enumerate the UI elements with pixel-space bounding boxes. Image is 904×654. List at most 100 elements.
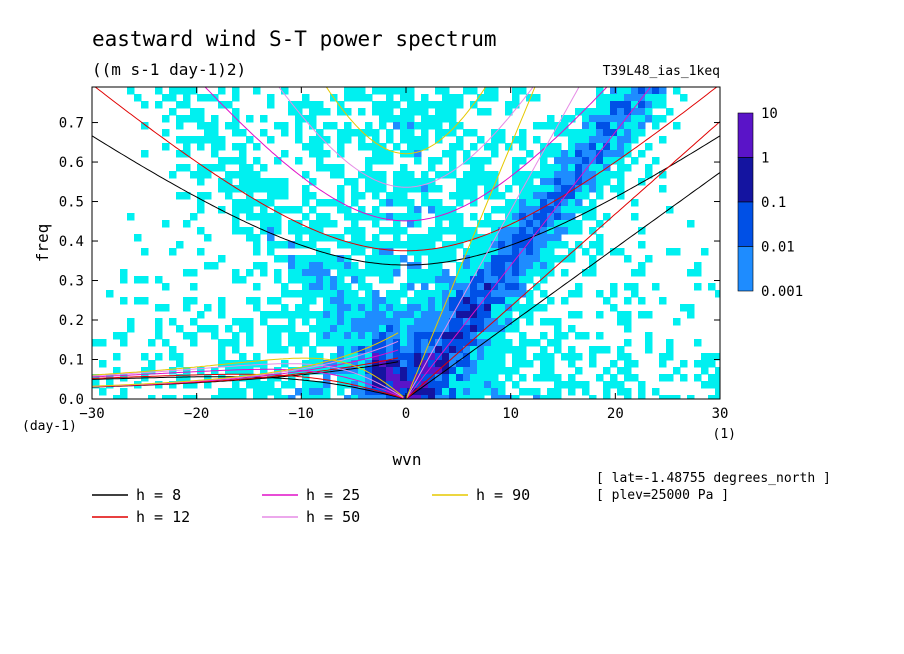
heat-cell [449, 290, 457, 298]
rossby-curve [92, 357, 404, 398]
heat-cell [470, 171, 478, 179]
heat-cell [575, 206, 583, 214]
heat-cell [358, 381, 366, 389]
heat-cell [442, 241, 450, 249]
heat-cell [400, 199, 408, 207]
heat-cell [568, 220, 576, 228]
heat-cell [337, 234, 345, 242]
heat-cell [260, 164, 268, 172]
heat-cell [358, 143, 366, 151]
heat-cell [554, 227, 562, 235]
heat-cell [610, 101, 618, 109]
heat-cell [484, 297, 492, 305]
heat-cell [589, 353, 597, 361]
heat-cell [533, 241, 541, 249]
heat-cell [617, 367, 625, 375]
heat-cell [512, 325, 520, 333]
heat-cell [554, 213, 562, 221]
heat-cell [253, 185, 261, 193]
heat-cell [533, 122, 541, 130]
heat-cell [379, 108, 387, 116]
heat-cell [190, 332, 198, 340]
heat-cell [169, 353, 177, 361]
heat-cell [393, 360, 401, 368]
heat-cell [491, 234, 499, 242]
x-tick-label: 30 [712, 406, 729, 422]
heat-cell [358, 374, 366, 382]
heat-cell [449, 318, 457, 326]
heat-cell [428, 325, 436, 333]
heat-cell [575, 108, 583, 116]
heat-cell [302, 318, 310, 326]
heat-cell [316, 108, 324, 116]
heat-cell [477, 94, 485, 102]
heat-cell [498, 248, 506, 256]
heat-cell [400, 164, 408, 172]
colorbar-label: 0.01 [761, 240, 795, 256]
heat-cell [358, 136, 366, 144]
heat-cell [568, 374, 576, 382]
heat-cell [554, 220, 562, 228]
heat-cell [232, 108, 240, 116]
heat-cell [386, 395, 394, 399]
heat-cell [484, 185, 492, 193]
heat-cell [561, 199, 569, 207]
heat-cell [281, 150, 289, 158]
heat-cell [316, 136, 324, 144]
heat-cell [414, 304, 422, 312]
heat-cell [190, 136, 198, 144]
heat-cell [470, 388, 478, 396]
heat-cell [351, 178, 359, 186]
heat-cell [323, 290, 331, 298]
heat-cell [330, 318, 338, 326]
heat-cell [428, 304, 436, 312]
heat-cell [316, 199, 324, 207]
heat-cell [456, 276, 464, 284]
heat-cell [554, 318, 562, 326]
heat-cell [260, 262, 268, 270]
heat-cell [540, 192, 548, 200]
heat-cell [379, 227, 387, 235]
heat-cell [428, 297, 436, 305]
heat-cell [554, 171, 562, 179]
heat-cell [603, 367, 611, 375]
heat-cell [358, 395, 366, 399]
heat-cell [610, 115, 618, 123]
heat-cell [442, 87, 450, 95]
heat-cell [610, 360, 618, 368]
heat-cell [554, 192, 562, 200]
heat-cell [512, 157, 520, 165]
heat-cell [575, 143, 583, 151]
heat-cell [512, 164, 520, 172]
heat-cell [575, 199, 583, 207]
heat-cell [323, 164, 331, 172]
heat-cell [393, 262, 401, 270]
heat-cell [547, 150, 555, 158]
heat-cell [400, 213, 408, 221]
heat-cell [393, 339, 401, 347]
heat-cell [596, 115, 604, 123]
heat-cell [309, 360, 317, 368]
heat-cell [393, 213, 401, 221]
heat-cell [519, 276, 527, 284]
heat-cell [407, 318, 415, 326]
heat-cell [232, 94, 240, 102]
heat-cell [246, 374, 254, 382]
heat-cell [617, 115, 625, 123]
heat-cell [477, 262, 485, 270]
heat-cell [232, 122, 240, 130]
heat-cell [435, 381, 443, 389]
heat-cell [358, 94, 366, 102]
heat-cell [715, 381, 720, 389]
heat-cell [344, 213, 352, 221]
heat-cell [407, 171, 415, 179]
heat-cell [267, 101, 275, 109]
heat-cell [638, 227, 646, 235]
heat-cell [484, 255, 492, 263]
heat-cell [610, 129, 618, 137]
y-unit-label: (day-1) [22, 419, 77, 434]
heat-cell [162, 220, 170, 228]
heat-cell [442, 129, 450, 137]
heat-cell [659, 101, 667, 109]
